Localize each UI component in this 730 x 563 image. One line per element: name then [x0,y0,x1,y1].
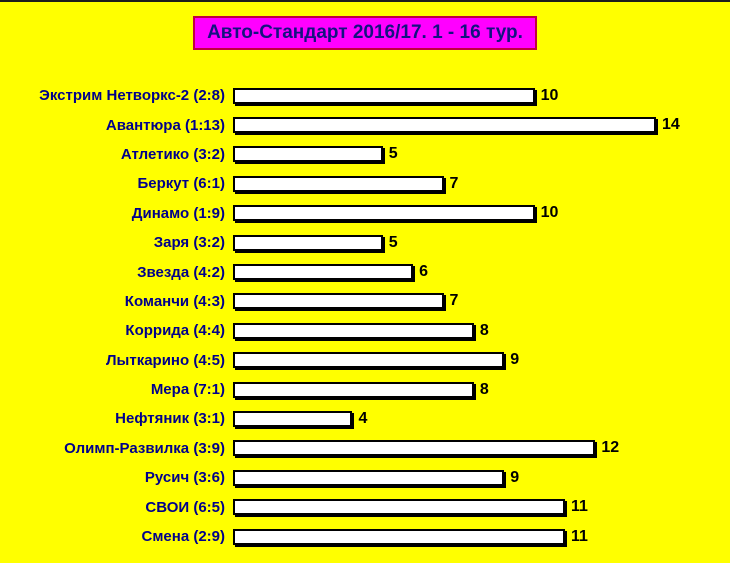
category-label: Атлетико (3:2) [120,145,225,163]
bar [233,293,444,310]
bar [233,234,383,251]
category-label: Авантюра (1:13) [105,116,225,134]
category-label: Экстрим Нетворкс-2 (2:8) [39,87,225,105]
bar-chart: Экстрим Нетворкс-2 (2:8) 10 Авантюра (1:… [0,81,730,551]
category-label: Беркут (6:1) [137,175,225,193]
value-label: 6 [419,263,429,281]
chart-row: Атлетико (3:2) 5 [0,140,730,169]
chart-row: Коррида (4:4) 8 [0,316,730,345]
value-label: 10 [540,204,559,222]
bar [233,469,505,486]
bar [233,381,474,398]
value-label: 10 [540,86,559,104]
chart-row: Экстрим Нетворкс-2 (2:8) 10 [0,81,730,110]
category-label: Заря (3:2) [153,234,225,252]
chart-row: Команчи (4:3) 7 [0,287,730,316]
category-label: Русич (3:6) [144,469,225,487]
chart-row: Авантюра (1:13) 14 [0,110,730,139]
chart-title: Авто-Стандарт 2016/17. 1 - 16 тур. [193,16,537,50]
chart-row: Олимп-Развилка (3:9) 12 [0,434,730,463]
bar [233,440,596,457]
chart-row: СВОИ (6:5) 11 [0,492,730,521]
chart-row: Заря (3:2) 5 [0,228,730,257]
category-label: Звезда (4:2) [137,263,225,281]
category-label: Динамо (1:9) [131,204,225,222]
chart-row: Смена (2:9) 11 [0,522,730,551]
category-label: Коррида (4:4) [125,322,225,340]
category-label: Олимп-Развилка (3:9) [64,439,225,457]
value-label: 9 [510,351,520,369]
value-label: 5 [388,145,398,163]
bar [233,264,414,281]
value-label: 12 [601,439,620,457]
value-label: 7 [449,174,459,192]
value-label: 14 [662,116,680,134]
bar [233,117,657,134]
category-label: Лыткарино (4:5) [106,351,225,369]
value-label: 8 [479,321,489,339]
chart-title-wrap: Авто-Стандарт 2016/17. 1 - 16 тур. [0,2,730,50]
value-label: 11 [570,498,588,516]
bar [233,352,505,369]
bar [233,146,383,163]
bar [233,322,474,339]
bar [233,499,565,516]
bar [233,528,565,545]
category-label: Нефтяник (3:1) [115,410,225,428]
bar [233,175,444,192]
value-label: 8 [479,380,489,398]
category-label: Команчи (4:3) [124,292,225,310]
value-label: 11 [570,527,588,545]
category-label: Мера (7:1) [150,381,225,399]
chart-row: Звезда (4:2) 6 [0,257,730,286]
chart-row: Динамо (1:9) 10 [0,199,730,228]
chart-row: Нефтяник (3:1) 4 [0,404,730,433]
chart-row: Русич (3:6) 9 [0,463,730,492]
value-label: 4 [358,409,368,427]
chart-row: Лыткарино (4:5) 9 [0,346,730,375]
value-label: 9 [510,468,520,486]
value-label: 5 [388,233,398,251]
chart-row: Беркут (6:1) 7 [0,169,730,198]
category-label: СВОИ (6:5) [145,498,225,516]
value-label: 7 [449,292,459,310]
chart-row: Мера (7:1) 8 [0,375,730,404]
category-label: Смена (2:9) [141,528,225,546]
bar [233,205,535,222]
bar [233,410,353,427]
bar [233,87,535,104]
